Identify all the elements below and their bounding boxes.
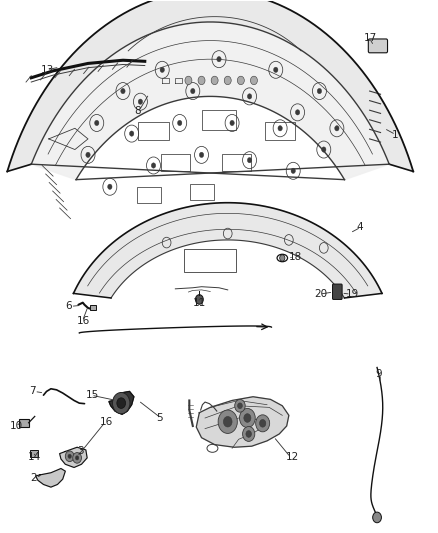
Bar bbox=[161, 155, 190, 171]
Circle shape bbox=[185, 76, 192, 85]
Bar bbox=[30, 450, 38, 457]
Circle shape bbox=[295, 110, 300, 115]
Circle shape bbox=[291, 168, 295, 173]
Circle shape bbox=[75, 456, 79, 460]
Circle shape bbox=[230, 120, 234, 126]
Circle shape bbox=[247, 158, 252, 163]
Text: 11: 11 bbox=[193, 297, 206, 308]
Text: 13: 13 bbox=[41, 65, 55, 75]
Circle shape bbox=[321, 147, 326, 152]
Circle shape bbox=[224, 76, 231, 85]
Circle shape bbox=[73, 453, 81, 463]
Bar bbox=[90, 305, 96, 310]
Text: 20: 20 bbox=[314, 289, 327, 299]
Polygon shape bbox=[109, 391, 134, 414]
Bar bbox=[184, 249, 237, 272]
Text: 19: 19 bbox=[346, 289, 359, 299]
Circle shape bbox=[243, 426, 255, 441]
Circle shape bbox=[86, 152, 90, 158]
Circle shape bbox=[211, 76, 218, 85]
Text: 16: 16 bbox=[100, 417, 113, 427]
Circle shape bbox=[260, 419, 266, 427]
Bar bbox=[190, 184, 214, 200]
Circle shape bbox=[274, 67, 278, 72]
Circle shape bbox=[335, 126, 339, 131]
Bar bbox=[265, 122, 295, 140]
Bar bbox=[138, 122, 169, 140]
Polygon shape bbox=[7, 0, 413, 172]
Text: 12: 12 bbox=[286, 453, 299, 462]
FancyBboxPatch shape bbox=[332, 284, 342, 300]
Polygon shape bbox=[196, 397, 289, 447]
Text: 17: 17 bbox=[364, 33, 377, 43]
Circle shape bbox=[199, 152, 204, 158]
Circle shape bbox=[138, 99, 143, 104]
Polygon shape bbox=[32, 22, 389, 180]
Circle shape bbox=[251, 76, 258, 85]
Bar bbox=[222, 155, 251, 171]
Circle shape bbox=[151, 163, 155, 168]
Circle shape bbox=[113, 392, 130, 414]
FancyBboxPatch shape bbox=[368, 39, 388, 53]
Bar bbox=[201, 110, 237, 131]
Text: 2: 2 bbox=[30, 473, 37, 482]
Circle shape bbox=[195, 295, 203, 304]
Circle shape bbox=[191, 88, 195, 94]
Text: 18: 18 bbox=[289, 252, 302, 262]
Circle shape bbox=[317, 88, 321, 94]
Text: 16: 16 bbox=[77, 316, 90, 326]
Circle shape bbox=[278, 126, 283, 131]
Text: 6: 6 bbox=[65, 301, 72, 311]
Circle shape bbox=[235, 399, 245, 412]
Text: 9: 9 bbox=[375, 369, 382, 379]
Text: 15: 15 bbox=[86, 390, 99, 400]
Bar bbox=[19, 418, 28, 427]
Circle shape bbox=[68, 454, 71, 458]
Circle shape bbox=[198, 76, 205, 85]
Circle shape bbox=[217, 56, 221, 62]
Circle shape bbox=[244, 414, 251, 422]
Polygon shape bbox=[74, 203, 382, 298]
Circle shape bbox=[223, 416, 232, 427]
Text: 8: 8 bbox=[134, 106, 141, 116]
Text: 5: 5 bbox=[155, 413, 162, 423]
Circle shape bbox=[160, 67, 164, 72]
Text: 3: 3 bbox=[77, 446, 84, 456]
Circle shape bbox=[237, 403, 242, 409]
Circle shape bbox=[130, 131, 134, 136]
Circle shape bbox=[240, 408, 255, 427]
Circle shape bbox=[246, 431, 251, 437]
Circle shape bbox=[65, 451, 74, 462]
Circle shape bbox=[373, 512, 381, 523]
Circle shape bbox=[280, 255, 285, 261]
Text: 1: 1 bbox=[392, 130, 398, 140]
Circle shape bbox=[108, 184, 112, 189]
Circle shape bbox=[117, 398, 126, 408]
Circle shape bbox=[121, 88, 125, 94]
Circle shape bbox=[247, 94, 252, 99]
Polygon shape bbox=[35, 469, 65, 487]
Circle shape bbox=[95, 120, 99, 126]
Circle shape bbox=[177, 120, 182, 126]
Text: 10: 10 bbox=[11, 421, 23, 431]
Text: 14: 14 bbox=[28, 453, 41, 462]
Circle shape bbox=[237, 76, 244, 85]
Circle shape bbox=[218, 410, 237, 433]
Polygon shape bbox=[60, 447, 87, 467]
Bar bbox=[137, 187, 161, 203]
Text: 4: 4 bbox=[357, 222, 363, 232]
Circle shape bbox=[256, 415, 270, 432]
Text: 7: 7 bbox=[29, 386, 36, 397]
